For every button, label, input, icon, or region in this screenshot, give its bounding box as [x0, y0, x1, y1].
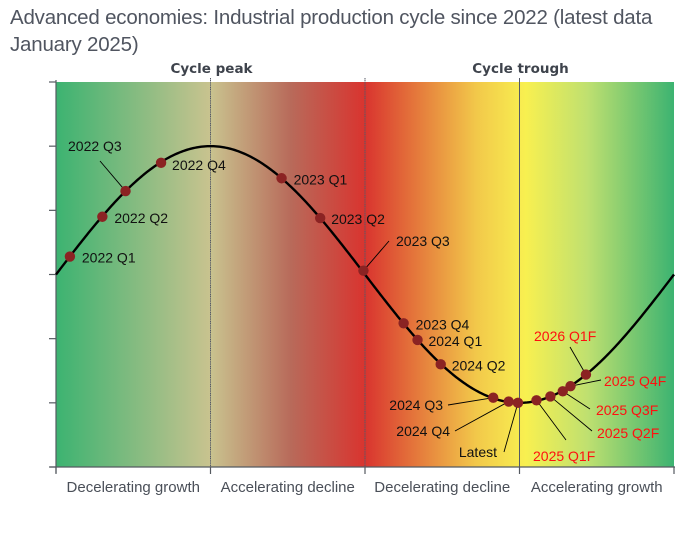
- data-label: Latest: [459, 444, 497, 460]
- phase-label: Decelerating growth: [67, 479, 200, 496]
- marker-label: Cycle peak: [170, 61, 253, 77]
- leader-line: [562, 390, 591, 410]
- leader-line: [447, 397, 494, 406]
- data-label: 2024 Q4: [396, 423, 450, 439]
- forecast-label: 2026 Q1F: [534, 328, 596, 344]
- data-point: [512, 397, 524, 409]
- data-label: 2023 Q2: [331, 211, 385, 227]
- forecast-label: 2025 Q4F: [604, 373, 666, 389]
- data-point: [531, 395, 542, 406]
- forecast-label: 2025 Q3F: [596, 402, 658, 418]
- data-label: 2022 Q1: [82, 250, 136, 266]
- chart-title: Advanced economies: Industrial productio…: [10, 6, 653, 56]
- data-point: [545, 391, 556, 402]
- data-point: [276, 173, 287, 184]
- data-label: 2023 Q3: [396, 233, 450, 249]
- data-label: 2024 Q1: [429, 333, 483, 349]
- data-label: 2024 Q2: [452, 357, 506, 373]
- leader-line: [99, 160, 126, 192]
- data-point: [120, 185, 131, 197]
- data-point: [580, 369, 592, 380]
- leader-line: [536, 399, 567, 441]
- data-point: [358, 265, 369, 276]
- marker-label: Cycle trough: [472, 61, 568, 77]
- phase-label: Accelerating decline: [221, 479, 355, 496]
- data-label: 2023 Q4: [416, 316, 470, 332]
- forecast-label: 2025 Q1F: [533, 448, 595, 464]
- leader-lines: [99, 160, 602, 453]
- data-point: [412, 334, 423, 346]
- phase-label: Decelerating decline: [374, 479, 510, 496]
- leader-line: [569, 346, 587, 375]
- data-point: [97, 211, 108, 222]
- data-point: [64, 251, 76, 262]
- data-points: [64, 157, 592, 409]
- data-labels: 2022 Q1 2022 Q2 2022 Q3 2022 Q4 2023 Q1 2023 …: [68, 138, 666, 464]
- leader-line: [503, 402, 519, 453]
- data-point: [565, 380, 576, 392]
- axes: [49, 80, 675, 474]
- data-label: 2022 Q3: [68, 138, 122, 154]
- data-point: [488, 392, 499, 403]
- data-point: [314, 212, 326, 224]
- data-point: [398, 318, 409, 329]
- data-point: [435, 359, 446, 370]
- phase-labels: Decelerating growth Accelerating decline D…: [67, 479, 663, 496]
- phase-label: Accelerating growth: [531, 479, 663, 496]
- data-point: [557, 386, 568, 397]
- leader-line: [454, 401, 509, 432]
- leader-line: [550, 396, 593, 432]
- data-label: 2022 Q4: [172, 157, 226, 173]
- data-label: 2024 Q3: [389, 397, 443, 413]
- forecast-label: 2025 Q2F: [597, 425, 659, 441]
- data-point: [503, 396, 514, 407]
- marker-labels: Cycle peak Cycle trough: [170, 61, 568, 77]
- leader-line: [363, 240, 390, 271]
- data-point: [155, 157, 167, 169]
- data-label: 2023 Q1: [294, 171, 348, 187]
- data-label: 2022 Q2: [114, 210, 168, 226]
